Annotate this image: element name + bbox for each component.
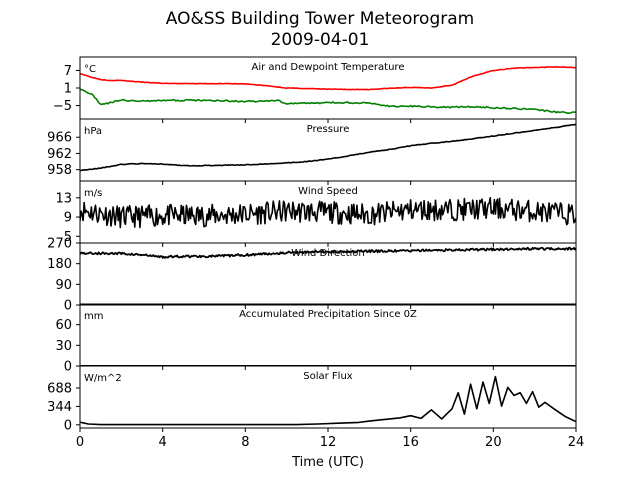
panel-unit-label: W/m^2 xyxy=(84,373,122,384)
x-tick-label: 0 xyxy=(76,435,84,450)
y-tick-label: 7 xyxy=(64,64,72,79)
x-tick-label: 16 xyxy=(402,435,419,450)
y-tick-label: 0 xyxy=(64,360,72,375)
series-line-solar-0 xyxy=(80,375,576,426)
series-line-temp-0 xyxy=(80,66,576,91)
y-tick-label: 60 xyxy=(55,318,72,333)
y-tick-label: 180 xyxy=(47,257,72,272)
y-tick-label: 958 xyxy=(47,163,72,178)
panel-title: Accumulated Precipitation Since 0Z xyxy=(239,309,417,320)
panel-title: Air and Dewpoint Temperature xyxy=(252,62,405,73)
y-tick-label: 1 xyxy=(64,82,72,97)
panel-unit-label: mm xyxy=(84,311,103,322)
y-tick-label: 0 xyxy=(64,299,72,314)
x-tick-label: 8 xyxy=(241,435,249,450)
x-tick-label: 24 xyxy=(568,435,585,450)
y-tick-label: 13 xyxy=(55,191,72,206)
series-line-pres-0 xyxy=(80,123,576,172)
series-line-wdir-0 xyxy=(80,246,576,259)
y-tick-label: 90 xyxy=(55,278,72,293)
x-axis-label: Time (UTC) xyxy=(291,455,364,470)
y-tick-label: 688 xyxy=(47,382,72,397)
x-tick-label: 20 xyxy=(485,435,502,450)
panel-solar: 688 344 0 W/m^2 Solar Flux xyxy=(47,365,577,433)
figure-title: AO&SS Building Tower Meteorogram xyxy=(166,9,474,29)
figure-subtitle: 2009-04-01 xyxy=(271,30,370,50)
panel-temp: 7 1 −5 °C Air and Dewpoint Temperature xyxy=(53,56,577,123)
series-line-wspd-0 xyxy=(80,197,576,229)
panel-precip: 60 30 0 mm Accumulated Precipitation Since 0… xyxy=(55,303,577,375)
y-tick-label: 270 xyxy=(47,237,72,252)
panel-title: Pressure xyxy=(307,124,350,135)
x-tick-label: 12 xyxy=(320,435,337,450)
panel-wspd: 13 9 5 m/s Wind Speed xyxy=(55,180,577,247)
y-tick-label: 9 xyxy=(64,211,72,226)
panel-wdir: 270 180 90 0 Wind Direction xyxy=(47,237,577,314)
y-tick-label: 5 xyxy=(64,230,72,245)
panel-unit-label: m/s xyxy=(84,188,102,199)
panel-title: Wind Direction xyxy=(291,248,365,259)
panel-unit-label: hPa xyxy=(84,126,102,137)
y-tick-label: 30 xyxy=(55,339,72,354)
y-tick-label: 962 xyxy=(47,147,72,162)
panels-group: 7 1 −5 °C Air and Dewpoint Temperature 966962… xyxy=(47,56,585,450)
panel-title: Solar Flux xyxy=(303,371,353,382)
panel-unit-label: °C xyxy=(84,64,96,75)
y-tick-label: 344 xyxy=(47,400,72,415)
panel-title: Wind Speed xyxy=(298,186,358,197)
y-tick-label: −5 xyxy=(53,99,72,114)
y-tick-label: 966 xyxy=(47,131,72,146)
x-tick-label: 4 xyxy=(159,435,167,450)
y-tick-label: 0 xyxy=(64,418,72,433)
series-line-temp-1 xyxy=(80,88,576,115)
